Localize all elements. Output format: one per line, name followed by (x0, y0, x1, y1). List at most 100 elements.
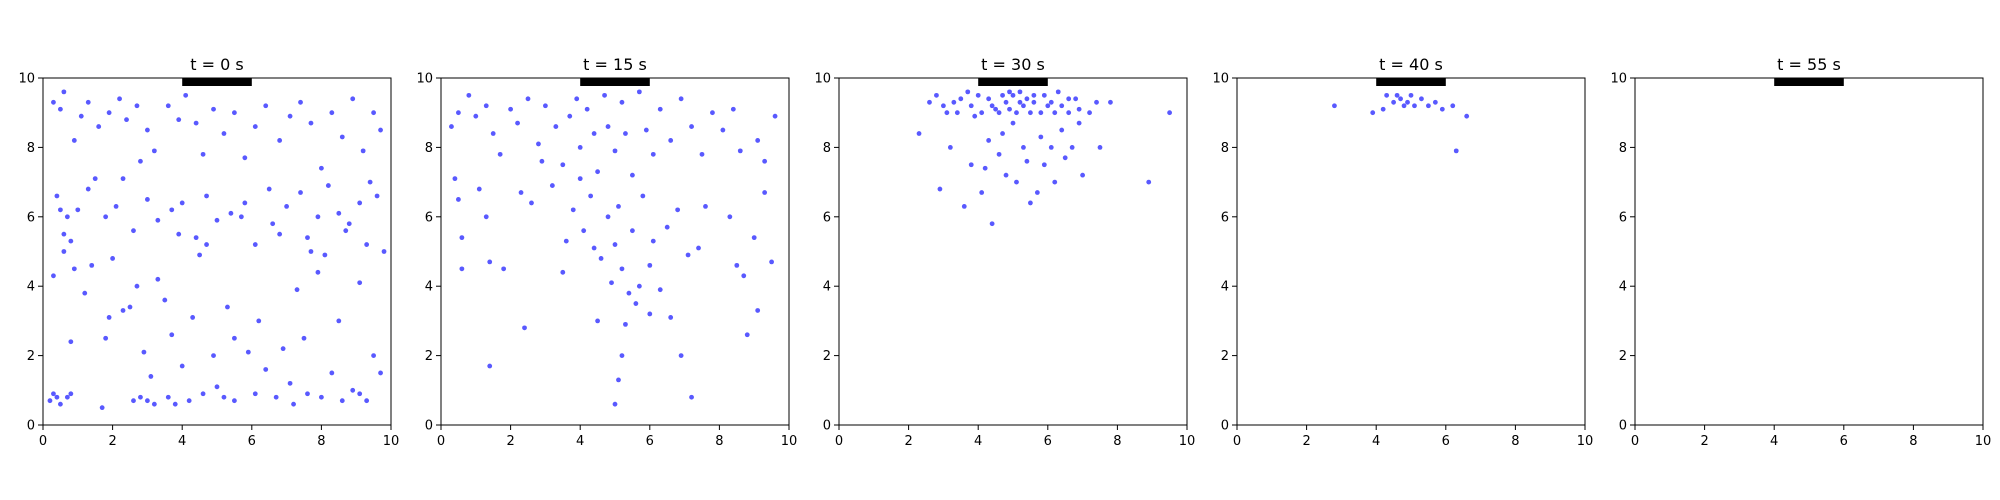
data-point (305, 235, 310, 241)
data-point (605, 124, 611, 129)
data-point (595, 318, 600, 324)
data-point (934, 92, 939, 98)
data-point (612, 148, 618, 154)
data-point (1007, 89, 1012, 95)
y-tick-label: 4 (27, 280, 35, 295)
data-point (183, 92, 189, 98)
data-point (452, 176, 458, 182)
data-point (266, 186, 272, 192)
panel-1: t = 15 s 0 2 4 6 8 10 0 2 4 6 8 10 (416, 55, 797, 449)
data-point (172, 401, 178, 407)
data-point (193, 120, 199, 126)
data-point (225, 304, 230, 310)
data-point (162, 297, 168, 303)
y-tick-label: 2 (823, 349, 831, 364)
data-point (602, 92, 607, 98)
data-point (197, 252, 203, 258)
data-point (339, 134, 345, 140)
data-point (176, 231, 182, 237)
data-point (291, 401, 296, 407)
data-point (325, 183, 331, 188)
data-point (979, 110, 985, 116)
y-tick-label: 6 (823, 210, 831, 225)
data-point (1031, 99, 1037, 105)
data-point (584, 106, 590, 112)
data-point (1048, 145, 1054, 150)
data-point (169, 207, 175, 213)
y-tick-label: 0 (425, 419, 433, 434)
data-point (134, 103, 140, 109)
data-point (574, 96, 580, 102)
data-point (68, 238, 74, 244)
data-point (263, 367, 269, 372)
data-point (329, 110, 335, 116)
data-point (1000, 92, 1005, 98)
x-tick-label: 8 (1909, 434, 1917, 449)
data-point (657, 287, 663, 293)
data-point (357, 280, 363, 286)
data-point (703, 203, 708, 209)
data-point (1028, 200, 1033, 206)
x-tick-label: 6 (248, 434, 256, 449)
data-point (1426, 103, 1431, 109)
y-tick-label: 10 (814, 72, 831, 87)
data-point (1073, 96, 1079, 102)
data-point (1066, 96, 1072, 102)
data-point (242, 155, 248, 161)
data-point (1038, 110, 1044, 116)
data-point (336, 318, 342, 324)
data-point (221, 394, 227, 400)
y-tick-label: 4 (425, 280, 433, 295)
data-point (381, 249, 387, 254)
y-tick-label: 2 (1619, 349, 1627, 364)
data-point (577, 176, 583, 182)
data-point (927, 99, 932, 105)
x-tick-label: 2 (1700, 434, 1708, 449)
data-point (466, 92, 472, 98)
data-point (301, 335, 307, 341)
data-point (539, 158, 545, 164)
data-point (643, 127, 649, 133)
data-point (280, 346, 286, 352)
data-point (1017, 99, 1023, 105)
x-tick-label: 2 (108, 434, 116, 449)
data-point (378, 127, 383, 133)
panel-4: t = 55 s 0 2 4 6 8 10 0 2 4 6 8 10 (1610, 55, 1991, 449)
y-tick-label: 8 (1619, 141, 1627, 156)
data-point (689, 124, 694, 129)
data-point (986, 96, 992, 102)
data-point (696, 245, 701, 251)
y-tick-label: 2 (1221, 349, 1229, 364)
y-tick-label: 10 (18, 72, 35, 87)
data-point (588, 193, 594, 199)
data-point (1048, 99, 1054, 105)
data-point (958, 96, 964, 102)
plot-frame (42, 77, 392, 426)
data-point (252, 242, 258, 247)
data-point (371, 353, 376, 358)
data-point (204, 193, 209, 199)
data-point (61, 231, 67, 237)
data-point (476, 186, 482, 192)
y-tick-label: 6 (425, 210, 433, 225)
x-tick-label: 0 (39, 434, 47, 449)
data-point (113, 203, 119, 209)
x-tick-label: 2 (506, 434, 514, 449)
x-tick-label: 4 (576, 434, 584, 449)
data-point (1041, 162, 1047, 168)
data-point (525, 96, 531, 102)
data-point (270, 221, 276, 227)
data-point (61, 249, 67, 254)
exit-bar (580, 78, 650, 86)
data-point (1076, 106, 1082, 112)
data-point (1062, 155, 1068, 161)
data-point (155, 276, 161, 282)
x-tick-label: 0 (835, 434, 843, 449)
data-point (106, 315, 112, 320)
data-point (294, 287, 300, 293)
data-point (685, 252, 691, 258)
data-point (762, 158, 768, 164)
x-tick-label: 6 (1442, 434, 1450, 449)
y-tick-label: 8 (1221, 141, 1229, 156)
exit-bar (978, 78, 1048, 86)
